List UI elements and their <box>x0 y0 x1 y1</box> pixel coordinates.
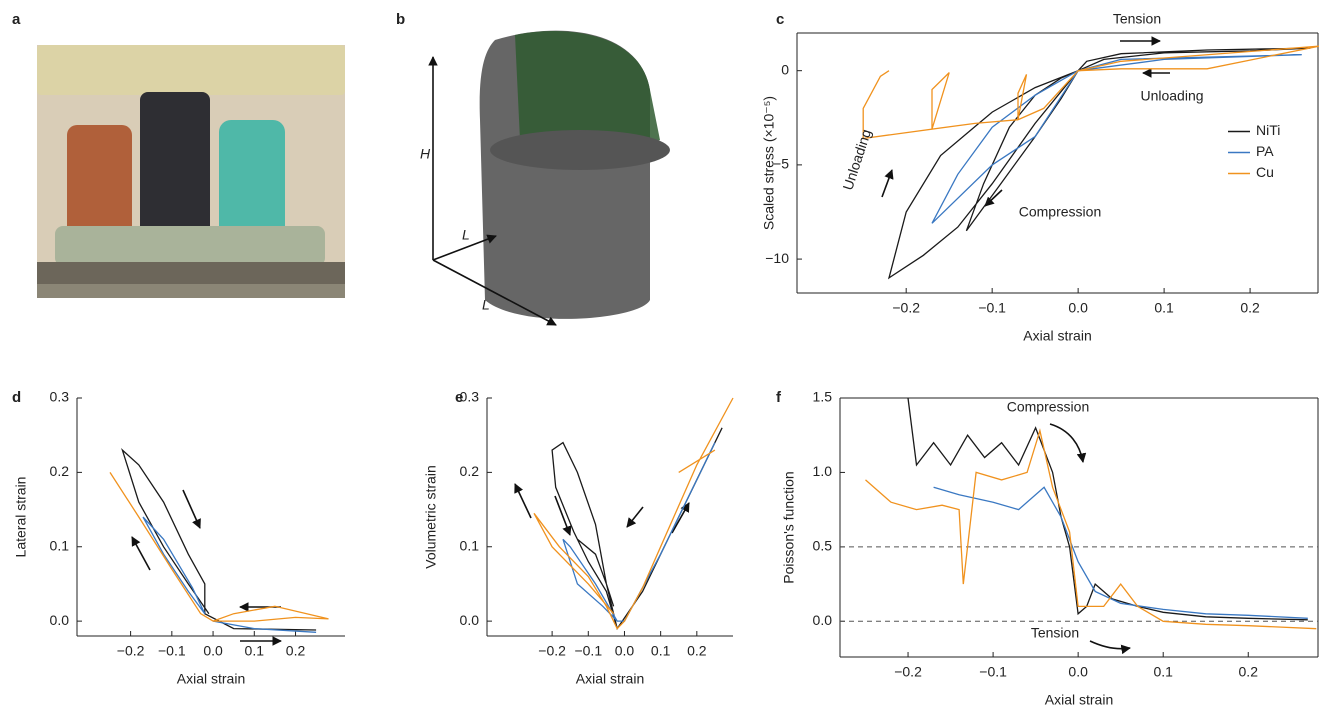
x-tick-label: 0.2 <box>687 643 707 659</box>
annotation: Unloading <box>839 127 874 192</box>
x-tick-label: 0.1 <box>1154 300 1174 316</box>
series-line <box>887 47 1311 280</box>
y-tick-label: 0.2 <box>50 463 70 479</box>
series-line <box>933 486 1308 619</box>
panel-label: e <box>455 389 463 406</box>
x-tick-label: −0.2 <box>892 300 920 316</box>
series-line <box>931 54 1302 224</box>
dimension-label: L <box>482 297 490 313</box>
y-tick-label: 0.1 <box>50 537 70 553</box>
series-line <box>121 448 317 631</box>
x-tick-label: 0.0 <box>1068 300 1088 316</box>
y-tick-label: −10 <box>765 250 789 266</box>
panel-label: b <box>396 11 405 28</box>
y-tick-label: 0.0 <box>813 612 833 628</box>
y-axis-title: Scaled stress (×10⁻⁵) <box>761 96 777 230</box>
y-tick-label: 0 <box>781 61 789 77</box>
x-tick-label: 0.0 <box>615 643 635 659</box>
x-tick-label: 0.1 <box>245 643 265 659</box>
x-axis-title: Axial strain <box>1023 328 1091 344</box>
y-tick-label: −5 <box>773 156 789 172</box>
y-tick-label: 1.5 <box>813 389 833 405</box>
x-axis-title: Axial strain <box>576 671 644 687</box>
x-tick-label: −0.1 <box>979 664 1007 680</box>
x-tick-label: 0.1 <box>651 643 671 659</box>
panel-label: a <box>12 11 21 28</box>
annotation: Compression <box>1007 399 1089 415</box>
dimension-label: H <box>420 146 431 162</box>
y-axis-title: Lateral strain <box>13 477 29 558</box>
legend-label: Cu <box>1256 164 1274 180</box>
x-tick-label: −0.1 <box>158 643 186 659</box>
y-tick-label: 0.1 <box>460 537 480 553</box>
y-axis-title: Poisson's function <box>781 471 797 583</box>
series-line <box>109 472 329 622</box>
x-tick-label: 0.2 <box>1239 664 1259 680</box>
series-line <box>862 45 1320 140</box>
dimension-label: L <box>462 227 470 243</box>
x-tick-label: −0.1 <box>574 643 602 659</box>
y-tick-label: 0.3 <box>50 389 70 405</box>
panel-label: f <box>776 389 782 406</box>
series-line <box>142 516 317 633</box>
x-tick-label: −0.2 <box>538 643 566 659</box>
y-tick-label: 0.2 <box>460 463 480 479</box>
panel-label: c <box>776 11 784 28</box>
series-line <box>533 397 734 630</box>
x-tick-label: 0.0 <box>1068 664 1088 680</box>
annotation: Unloading <box>1140 88 1203 104</box>
y-axis-title: Volumetric strain <box>423 465 439 568</box>
x-tick-label: 0.2 <box>286 643 306 659</box>
annotation: Tension <box>1031 625 1079 641</box>
x-axis-title: Axial strain <box>1045 692 1113 708</box>
y-tick-label: 0.0 <box>50 612 70 628</box>
x-axis-title: Axial strain <box>177 671 245 687</box>
x-tick-label: 0.1 <box>1153 664 1173 680</box>
y-tick-label: 1.0 <box>813 463 833 479</box>
photo <box>37 45 345 298</box>
x-tick-label: −0.1 <box>978 300 1006 316</box>
x-tick-label: −0.2 <box>894 664 922 680</box>
panel-label: d <box>12 389 21 406</box>
series-line <box>551 427 723 631</box>
x-tick-label: 0.0 <box>203 643 223 659</box>
y-tick-label: 0.3 <box>460 389 480 405</box>
y-tick-label: 0.0 <box>460 612 480 628</box>
annotation: Tension <box>1113 11 1161 27</box>
legend-label: NiTi <box>1256 122 1280 138</box>
diagram: H L L <box>420 30 670 326</box>
x-tick-label: −0.2 <box>117 643 145 659</box>
series-line <box>907 397 1308 621</box>
x-tick-label: 0.2 <box>1240 300 1260 316</box>
y-tick-label: 0.5 <box>813 538 833 554</box>
annotation: Compression <box>1019 204 1101 220</box>
legend-label: PA <box>1256 143 1274 159</box>
series-line <box>865 428 1317 630</box>
